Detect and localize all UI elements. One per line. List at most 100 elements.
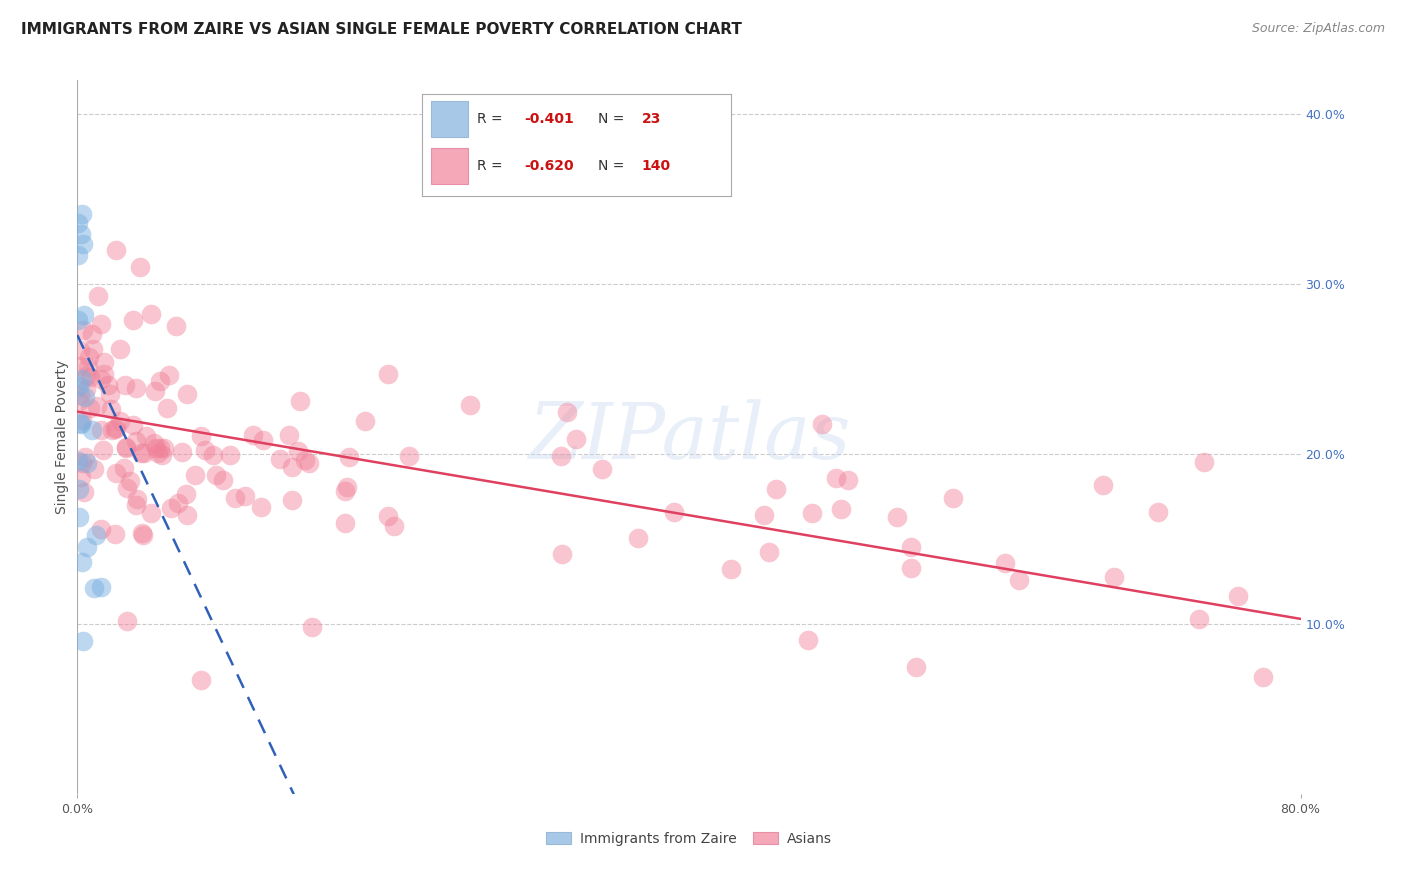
- Point: [886, 509, 908, 524]
- Point: [145, 441, 167, 455]
- Point: [72, 237, 94, 252]
- Point: [141, 307, 163, 321]
- Point: [212, 473, 235, 487]
- Point: [250, 500, 273, 514]
- Point: [377, 367, 399, 381]
- Point: [75, 390, 97, 404]
- Point: [83, 462, 105, 476]
- Point: [104, 527, 127, 541]
- Point: [201, 448, 224, 462]
- Point: [79, 350, 101, 364]
- Point: [76, 540, 98, 554]
- Text: N =: N =: [598, 160, 624, 173]
- Point: [67, 359, 90, 374]
- Point: [354, 414, 377, 428]
- Point: [69, 343, 91, 357]
- Point: [124, 498, 146, 512]
- Point: [811, 417, 834, 431]
- Point: [460, 399, 482, 413]
- Point: [159, 500, 181, 515]
- Point: [194, 442, 217, 457]
- Point: [79, 369, 101, 384]
- Point: [564, 432, 586, 446]
- Point: [73, 308, 96, 322]
- Point: [1226, 590, 1249, 604]
- Point: [627, 531, 650, 545]
- Point: [382, 519, 405, 533]
- Text: Source: ZipAtlas.com: Source: ZipAtlas.com: [1251, 22, 1385, 36]
- Point: [153, 441, 176, 455]
- Point: [287, 444, 309, 458]
- Text: -0.401: -0.401: [524, 112, 574, 127]
- Point: [205, 467, 228, 482]
- Point: [90, 424, 112, 438]
- Point: [132, 528, 155, 542]
- Point: [90, 580, 112, 594]
- Point: [72, 413, 94, 427]
- Legend: Immigrants from Zaire, Asians: Immigrants from Zaire, Asians: [541, 826, 837, 851]
- Point: [281, 460, 304, 475]
- Text: N =: N =: [598, 112, 624, 127]
- Point: [294, 453, 316, 467]
- Point: [125, 492, 148, 507]
- Point: [125, 381, 148, 395]
- Point: [156, 401, 179, 415]
- Point: [69, 470, 91, 484]
- Point: [93, 368, 115, 382]
- Point: [1188, 612, 1211, 626]
- Point: [591, 461, 613, 475]
- Point: [1147, 505, 1170, 519]
- Point: [801, 506, 824, 520]
- Point: [70, 227, 93, 241]
- Text: IMMIGRANTS FROM ZAIRE VS ASIAN SINGLE FEMALE POVERTY CORRELATION CHART: IMMIGRANTS FROM ZAIRE VS ASIAN SINGLE FE…: [21, 22, 742, 37]
- Point: [298, 456, 321, 470]
- Point: [82, 342, 104, 356]
- Point: [90, 317, 112, 331]
- Point: [125, 434, 148, 448]
- Point: [108, 414, 131, 428]
- Point: [131, 525, 153, 540]
- Point: [149, 374, 172, 388]
- Point: [122, 313, 145, 327]
- Point: [75, 450, 97, 465]
- Point: [67, 379, 90, 393]
- Point: [141, 506, 163, 520]
- Point: [75, 369, 97, 384]
- Point: [252, 433, 274, 447]
- Point: [67, 248, 90, 262]
- Point: [93, 355, 115, 369]
- Point: [905, 660, 928, 674]
- Point: [242, 428, 264, 442]
- Point: [555, 405, 578, 419]
- Point: [662, 505, 685, 519]
- Point: [83, 581, 105, 595]
- Point: [105, 466, 128, 480]
- Point: [830, 502, 852, 516]
- Point: [114, 440, 136, 454]
- Point: [72, 634, 94, 648]
- Point: [91, 442, 114, 457]
- Text: R =: R =: [478, 160, 503, 173]
- Point: [398, 449, 420, 463]
- Point: [170, 445, 193, 459]
- Point: [377, 508, 399, 523]
- Point: [117, 615, 139, 629]
- Point: [1102, 570, 1125, 584]
- Point: [134, 446, 156, 460]
- Point: [333, 516, 356, 530]
- Point: [67, 510, 90, 524]
- Point: [70, 456, 93, 470]
- Point: [72, 323, 94, 337]
- Point: [150, 449, 173, 463]
- Point: [135, 429, 157, 443]
- Point: [112, 460, 135, 475]
- Point: [100, 401, 122, 416]
- Point: [165, 319, 187, 334]
- Point: [765, 482, 787, 496]
- Point: [281, 492, 304, 507]
- Point: [115, 481, 138, 495]
- Point: [114, 442, 136, 456]
- Point: [67, 216, 90, 230]
- Point: [69, 388, 91, 402]
- Point: [837, 473, 859, 487]
